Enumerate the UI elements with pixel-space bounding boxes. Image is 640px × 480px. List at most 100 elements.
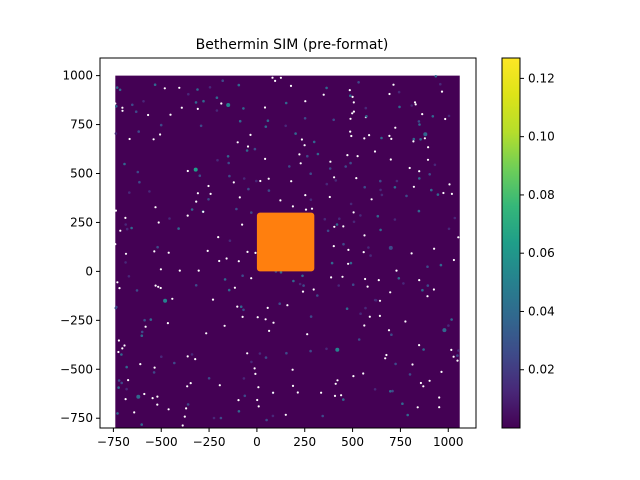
scatter-point [352,101,355,104]
scatter-point [138,180,141,184]
scatter-point [357,81,360,84]
scatter-point [436,193,440,196]
scatter-point [357,338,361,341]
scatter-point [359,312,362,316]
scatter-point [362,372,365,375]
scatter-point [264,356,268,359]
scatter-point [217,236,220,239]
scatter-point [373,298,377,302]
scatter-point [342,398,345,401]
scatter-point [316,294,319,297]
scatter-point [428,379,431,382]
scatter-point [452,258,455,262]
scatter-point [272,321,275,324]
scatter-point [411,363,414,366]
scatter-point [183,415,186,418]
scatter-point [153,366,156,369]
scatter-point [123,344,126,347]
scatter-point [321,414,325,418]
scatter-point [237,399,240,402]
scatter-point [363,234,366,237]
scatter-point [227,161,230,165]
colorbar-bar [501,57,521,429]
scatter-point [124,261,127,264]
scatter-point [205,332,208,335]
scatter-point [335,347,340,352]
scatter-point [291,384,295,387]
scatter-point [246,250,249,253]
scatter-point [189,382,192,385]
scatter-point [418,123,421,126]
scatter-point [114,209,117,212]
scatter-point [196,88,199,91]
scatter-point [197,269,200,272]
scatter-point [121,347,124,350]
scatter-point [194,358,197,361]
scatter-point [379,228,382,232]
plot-area [114,75,460,428]
scatter-point [190,208,194,211]
scatter-point [121,109,124,112]
scatter-point [364,277,367,281]
scatter-point [140,423,143,426]
scatter-point [432,288,435,291]
y-tick-label: −500 [60,362,93,376]
scatter-point [256,398,259,402]
scatter-point [412,137,416,141]
scatter-point [362,251,365,254]
scatter-point [440,90,444,93]
scatter-point [376,214,380,218]
scatter-point [418,177,421,180]
scatter-point [326,229,330,233]
scatter-point [128,137,131,141]
scatter-point [329,160,332,163]
scatter-point [418,279,421,282]
scatter-point [152,371,156,374]
scatter-point [422,348,425,351]
scatter-point [316,152,320,156]
scatter-point [347,248,350,251]
y-tick-label: 250 [70,215,93,229]
scatter-point [118,88,122,92]
scatter-point [349,202,353,206]
scatter-point [253,147,257,151]
x-tick-label: 750 [389,435,412,449]
scatter-point [303,144,306,147]
scatter-point [235,207,238,211]
scatter-point [153,250,156,253]
scatter-point [177,227,180,230]
scatter-point [419,138,422,141]
scatter-point [335,223,339,226]
scatter-point [404,320,407,323]
scatter-point [178,269,181,272]
scatter-point [238,196,241,199]
scatter-point [143,318,146,322]
scatter-point [365,115,368,118]
scatter-point [236,141,239,144]
scatter-point [149,318,153,321]
scatter-point [267,189,271,192]
scatter-point [218,259,221,263]
scatter-point [117,350,120,354]
scatter-point [312,140,316,144]
scatter-point [309,172,313,175]
scatter-point [232,181,235,184]
scatter-point [322,93,325,96]
scatter-point [115,86,119,89]
scatter-point [405,194,408,198]
scatter-point [279,271,283,274]
scatter-point [363,185,367,189]
colorbar-tick-label: 0.12 [528,71,555,85]
scatter-point [412,185,415,188]
scatter-point [259,179,262,183]
scatter-point [186,169,189,173]
scatter-point [352,110,355,113]
scatter-point [332,245,335,248]
scatter-point [417,209,421,213]
scatter-point [348,89,351,92]
scatter-point [223,278,227,281]
scatter-point [370,198,373,201]
scatter-point [312,288,315,291]
scatter-point [304,100,307,103]
scatter-point [389,158,392,161]
